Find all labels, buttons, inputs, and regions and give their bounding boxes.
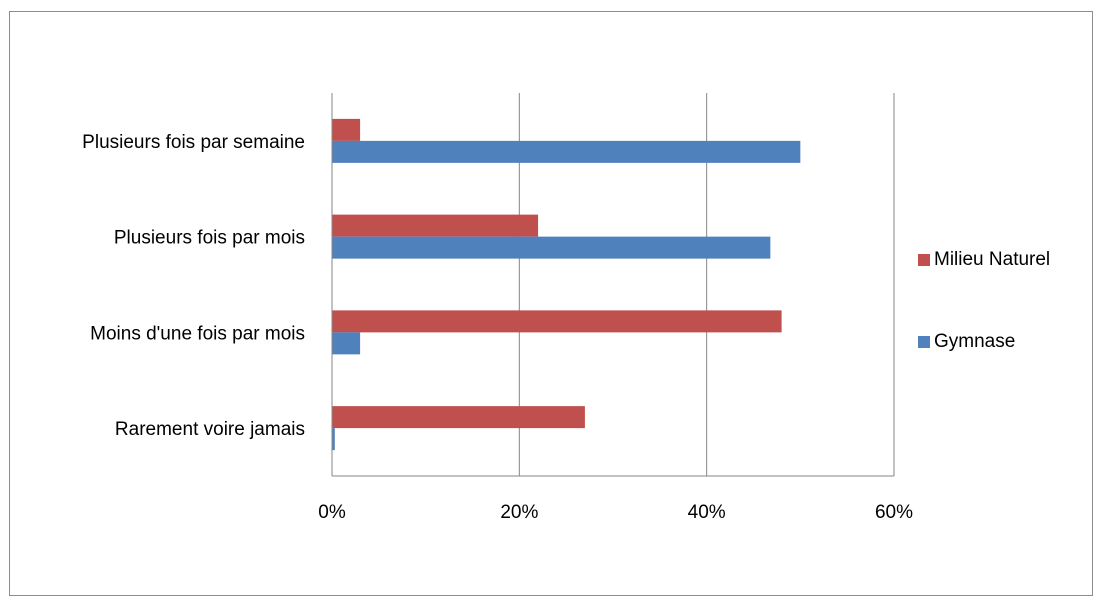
- bar-gymnase: [332, 428, 335, 451]
- bar-milieu-naturel: [332, 406, 585, 429]
- x-tick-label: 60%: [875, 502, 913, 523]
- x-tick-label: 0%: [318, 502, 346, 523]
- x-tick-label: 40%: [688, 502, 726, 523]
- x-tick-labels: 0% 20% 40% 60%: [318, 502, 913, 523]
- category-label: Plusieurs fois par semaine: [82, 132, 305, 153]
- legend: Milieu Naturel Gymnase: [918, 249, 1050, 352]
- bars: [332, 118, 801, 451]
- bar-milieu-naturel: [332, 118, 361, 141]
- bar-milieu-naturel: [332, 214, 539, 237]
- legend-label: Gymnase: [934, 331, 1015, 352]
- axes: [331, 93, 894, 477]
- bar-gymnase: [332, 332, 361, 355]
- bar-milieu-naturel: [332, 310, 782, 333]
- x-tick-label: 20%: [500, 502, 538, 523]
- category-label: Rarement voire jamais: [115, 419, 305, 440]
- chart-frame: [9, 11, 1093, 596]
- category-label: Moins d'une fois par mois: [90, 323, 305, 344]
- legend-swatch: [918, 336, 930, 348]
- legend-label: Milieu Naturel: [934, 249, 1050, 270]
- bar-gymnase: [332, 236, 771, 259]
- category-labels: Plusieurs fois par semaine Plusieurs fois…: [82, 132, 305, 440]
- category-label: Plusieurs fois par mois: [114, 228, 305, 249]
- bar-gymnase: [332, 140, 801, 163]
- legend-swatch: [918, 254, 930, 266]
